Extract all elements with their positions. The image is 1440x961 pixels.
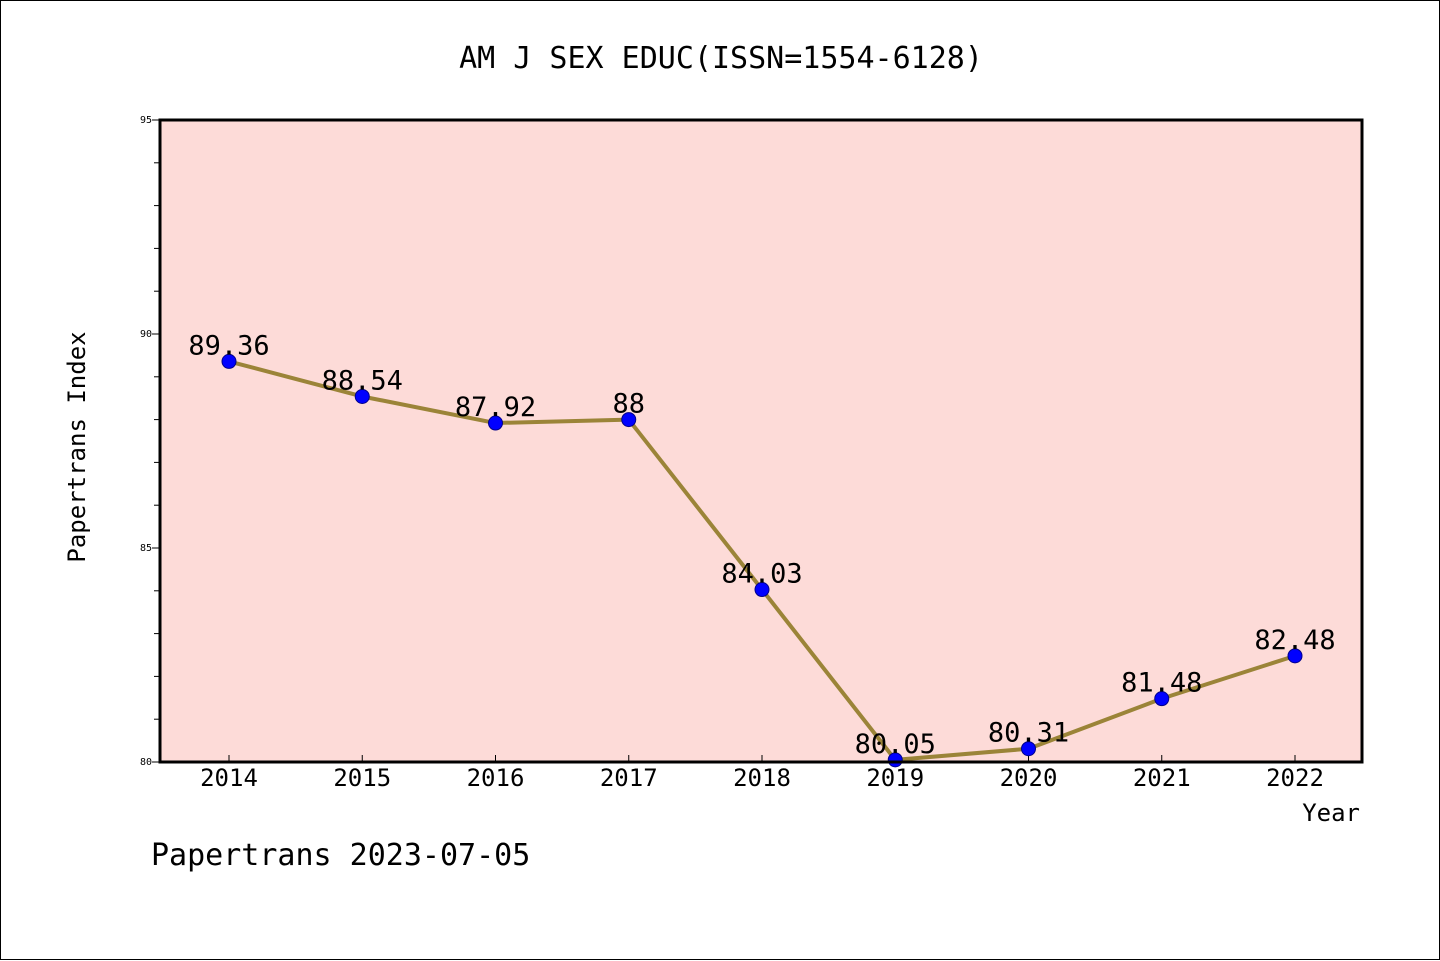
data-label: 80.05	[855, 729, 936, 760]
plot-border	[158, 118, 1364, 764]
data-label: 87.92	[455, 392, 536, 423]
y-tick-label: 85	[140, 543, 152, 554]
data-point	[221, 353, 237, 369]
y-tick-label: 95	[140, 115, 152, 126]
data-label: 84.03	[721, 559, 802, 590]
footer-source-date: Papertrans 2023-07-05	[151, 838, 530, 873]
x-axis-ticks: 2014 2015 2016 2017 2018 2019 2020 2021 2022	[200, 755, 1324, 792]
data-labels: 89.36 88.54 87.92 88 84.03 80.05 80.31 81.48 82.…	[188, 330, 1335, 759]
chart-title: AM J SEX EDUC(ISSN=1554-6128)	[459, 41, 983, 76]
x-tick-label: 2022	[1266, 764, 1324, 792]
data-point	[621, 412, 637, 428]
x-tick-label: 2018	[733, 764, 791, 792]
y-tick-label: 90	[140, 329, 152, 340]
x-axis-title: Year	[1302, 799, 1360, 827]
data-label: 89.36	[188, 330, 269, 361]
data-point	[1021, 741, 1036, 757]
x-tick-label: 2020	[1000, 764, 1058, 792]
data-point	[488, 415, 503, 431]
data-label: 88.54	[322, 365, 403, 396]
data-markers	[221, 353, 1303, 768]
x-tick-label: 2019	[866, 764, 924, 792]
data-point	[1154, 691, 1170, 707]
data-label: 80.31	[988, 718, 1069, 749]
data-point	[1287, 648, 1303, 664]
x-tick-label: 2021	[1133, 764, 1191, 792]
data-label: 88	[612, 389, 645, 420]
plot-area	[160, 120, 1362, 762]
data-point	[354, 388, 370, 404]
y-axis-title: Papertrans Index	[63, 331, 91, 562]
x-tick-label: 2017	[600, 764, 658, 792]
y-tick-label: 80	[140, 757, 152, 768]
data-label: 81.48	[1121, 668, 1202, 699]
data-point	[754, 582, 770, 598]
x-tick-label: 2015	[333, 764, 391, 792]
y-axis-ticks: 80 85 90 95	[140, 115, 160, 768]
data-label: 82.48	[1254, 625, 1335, 656]
x-tick-label: 2014	[200, 764, 258, 792]
x-tick-label: 2016	[467, 764, 525, 792]
